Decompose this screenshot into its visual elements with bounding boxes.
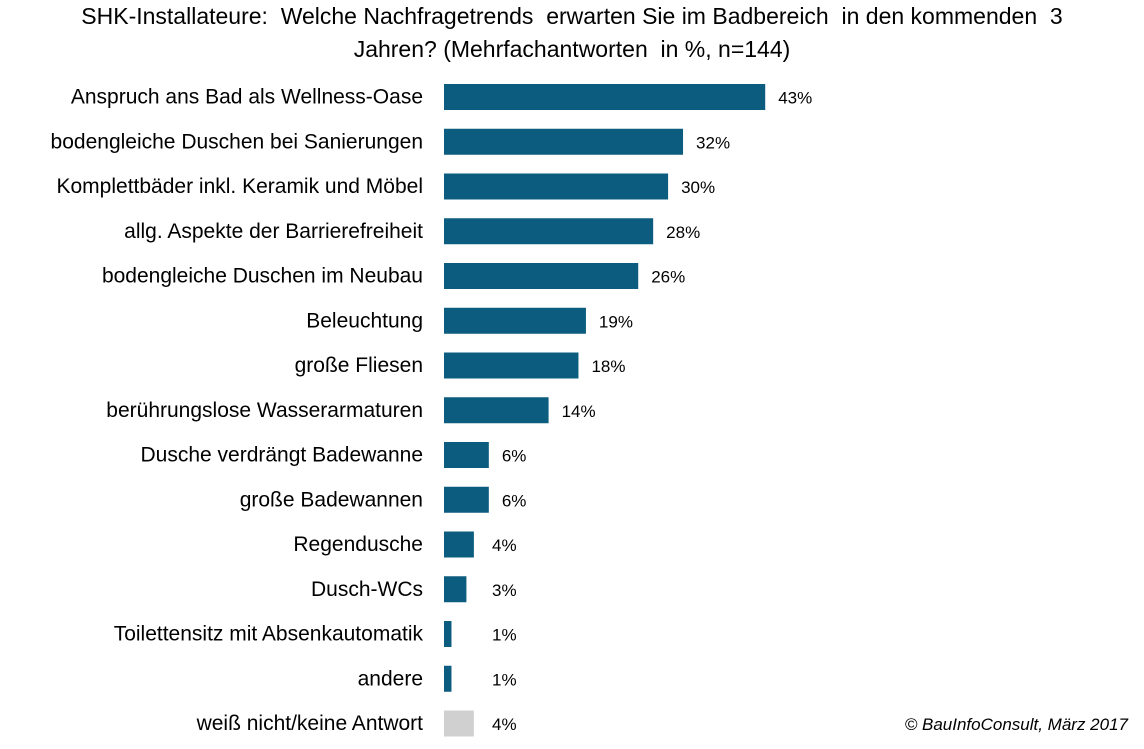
bar [444,442,489,468]
value-label: 3% [492,581,517,600]
value-label: 4% [492,536,517,555]
category-label: Toilettensitz mit Absenkautomatik [114,623,424,646]
value-label: 26% [651,268,685,287]
value-label: 43% [778,89,812,108]
bar [444,173,669,200]
value-label: 4% [492,715,517,734]
category-label: Anspruch ans Bad als Wellness-Oase [71,86,423,109]
bar [444,263,639,289]
category-label: Dusche verdrängt Badewanne [140,444,423,467]
bar [444,621,452,647]
bar [444,84,766,110]
value-label: 1% [492,626,517,645]
category-label: allg. Aspekte der Barrierefreiheit [124,220,423,243]
source-note: © BauInfoConsult, März 2017 [905,715,1129,734]
category-label: Dusch-WCs [311,578,423,601]
bar [444,307,586,334]
category-label: Beleuchtung [306,309,423,332]
bar [444,576,467,603]
category-label: bodengleiche Duschen im Neubau [102,265,423,288]
bars-group: Anspruch ans Bad als Wellness-Oase 43% bod… [51,84,812,737]
bar [444,352,579,379]
bar [444,397,549,424]
category-label: berührungslose Wasserarmaturen [106,399,423,422]
category-label: weiß nicht/keine Antwort [196,712,424,735]
category-label: andere [358,667,423,690]
value-label: 32% [696,133,730,152]
category-label: große Badewannen [240,488,423,511]
value-label: 18% [591,357,625,376]
bar [444,128,684,155]
value-label: 14% [562,402,596,421]
value-label: 19% [599,312,633,331]
value-label: 6% [502,491,527,510]
category-label: Komplettbäder inkl. Keramik und Möbel [56,175,423,198]
value-label: 6% [502,447,527,466]
chart-title-line-1: SHK-Installateure: Welche Nachfragetrend… [81,3,1062,29]
value-label: 30% [681,178,715,197]
bar [444,531,474,558]
value-label: 1% [492,670,517,689]
category-label: große Fliesen [295,354,423,377]
bar [444,486,489,513]
chart-title-line-2: Jahren? (Mehrfachantworten in %, n=144) [354,36,791,62]
bar [444,665,452,692]
value-label: 28% [666,223,700,242]
bar [444,710,474,737]
category-label: Regendusche [293,533,423,556]
bar [444,218,654,245]
category-label: bodengleiche Duschen bei Sanierungen [51,130,423,153]
